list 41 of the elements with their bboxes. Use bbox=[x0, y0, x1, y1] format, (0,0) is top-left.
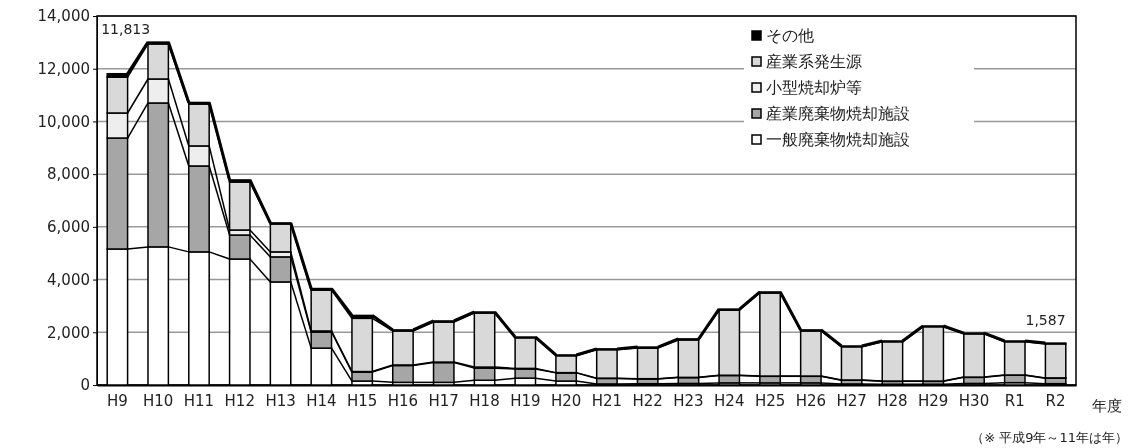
x-tick-label: H23 bbox=[673, 391, 704, 410]
legend-label: 小型焼却炉等 bbox=[766, 78, 862, 97]
x-tick-label: H26 bbox=[795, 391, 827, 410]
x-tick-label: R1 bbox=[1004, 391, 1025, 410]
y-tick-label: 8,000 bbox=[47, 165, 90, 184]
y-tick-label: 10,000 bbox=[37, 112, 90, 131]
x-tick-label: H25 bbox=[754, 391, 786, 410]
x-tick-label: H21 bbox=[591, 391, 623, 410]
x-tick-label: H29 bbox=[918, 391, 949, 410]
legend-label: その他 bbox=[766, 26, 814, 45]
x-tick-label: H14 bbox=[306, 391, 337, 410]
x-tick-label: H16 bbox=[387, 391, 419, 410]
x-axis-title: 年度 bbox=[1092, 397, 1122, 415]
legend-label: 産業廃棄物焼却施設 bbox=[766, 104, 910, 123]
x-tick-label: H10 bbox=[143, 391, 174, 410]
x-tick-label: H27 bbox=[836, 391, 867, 410]
y-tick-label: 4,000 bbox=[47, 270, 90, 289]
y-tick-label: 14,000 bbox=[37, 7, 90, 26]
x-tick-label: H17 bbox=[428, 391, 459, 410]
y-tick-label: 0 bbox=[80, 376, 90, 395]
x-tick-label: H30 bbox=[958, 391, 990, 410]
x-tick-label: H22 bbox=[632, 391, 663, 410]
annotation: 1,587 bbox=[1025, 312, 1066, 329]
x-tick-label: H19 bbox=[510, 391, 541, 410]
y-tick-label: 12,000 bbox=[37, 60, 90, 79]
x-tick-label: H15 bbox=[346, 391, 378, 410]
text: （※ 平成9年～11年は年） bbox=[971, 430, 1128, 445]
annotation: 11,813 bbox=[101, 20, 151, 37]
x-tick-label: R2 bbox=[1045, 391, 1066, 410]
x-tick-label: H24 bbox=[714, 391, 745, 410]
x-tick-label: H12 bbox=[224, 391, 255, 410]
y-tick-label: 2,000 bbox=[47, 323, 90, 342]
legend-label: 産業系発生源 bbox=[766, 52, 862, 71]
x-tick-label: H11 bbox=[183, 391, 215, 410]
x-tick-label: H18 bbox=[469, 391, 500, 410]
x-tick-label: H28 bbox=[877, 391, 908, 410]
legend-label: 一般廃棄物焼却施設 bbox=[766, 130, 910, 149]
x-tick-label: H20 bbox=[550, 391, 582, 410]
x-tick-label: H9 bbox=[106, 391, 128, 410]
x-tick-label: H13 bbox=[265, 391, 296, 410]
y-tick-label: 6,000 bbox=[47, 218, 90, 237]
